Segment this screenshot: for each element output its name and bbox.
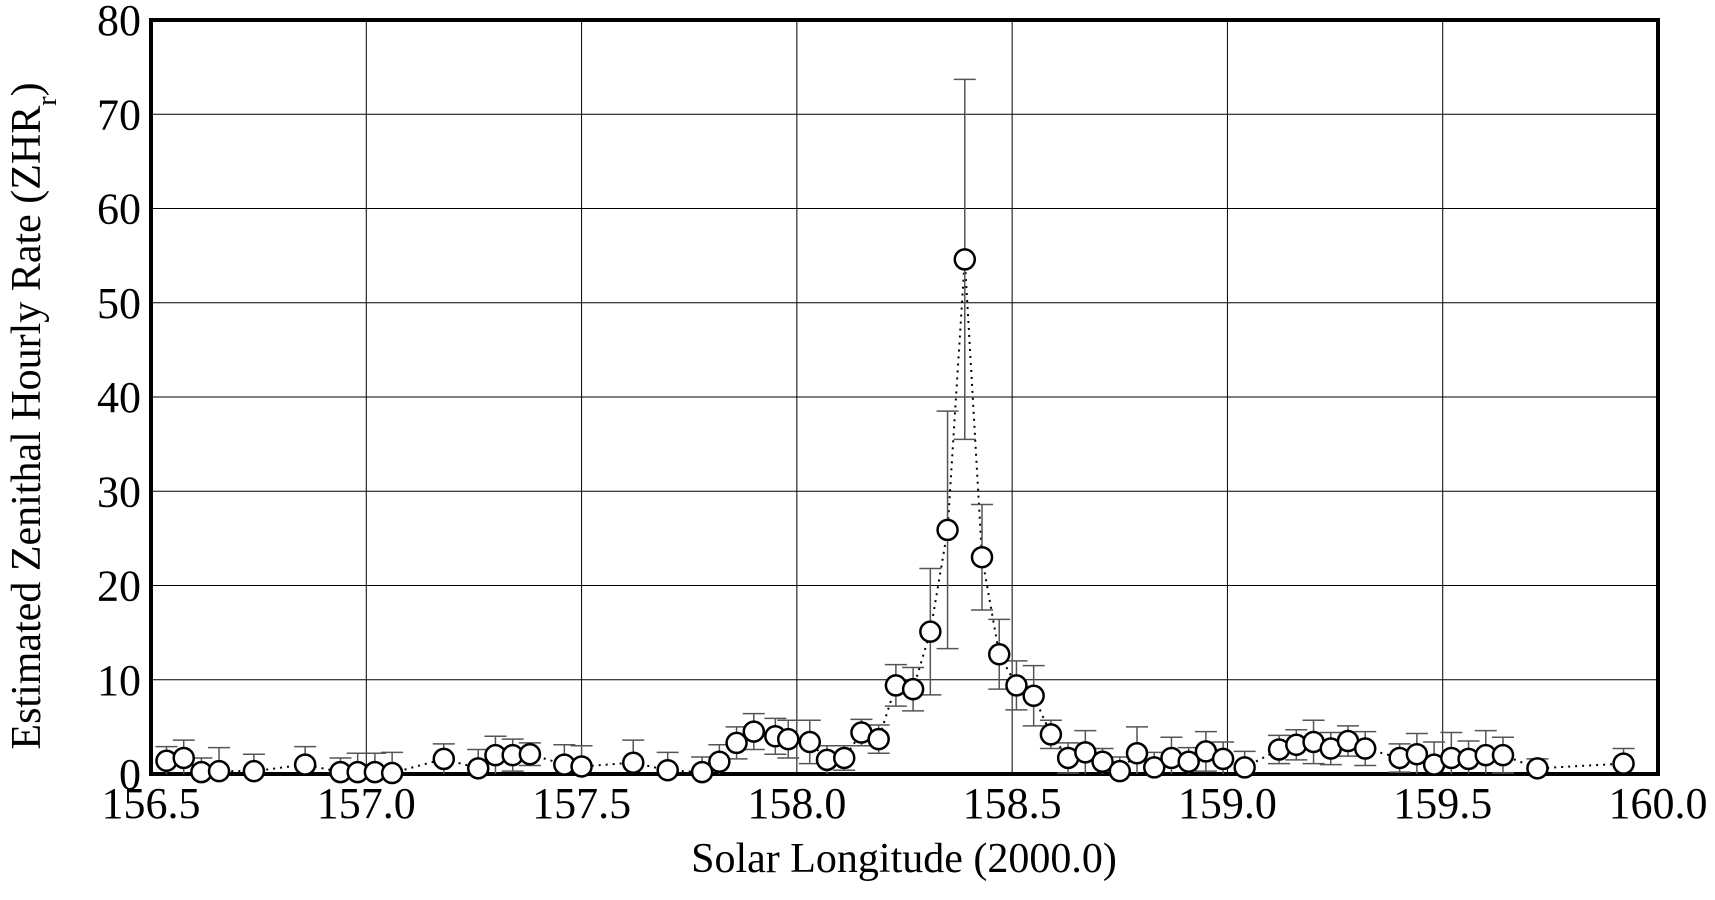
data-point [466,757,490,780]
data-point [708,750,731,773]
data-point [172,746,195,770]
data-point [1612,752,1635,775]
data-point [987,643,1011,666]
data-point [293,753,317,776]
y-tick-label: 40 [97,373,141,422]
data-point [690,760,714,784]
y-tick-label: 30 [97,467,141,516]
x-tick-label: 158.5 [963,779,1062,828]
y-tick-label: 70 [97,90,141,139]
data-point [380,761,404,785]
data-point [570,755,593,778]
data-point [1039,723,1063,746]
data-point [518,742,542,766]
data-point [776,727,800,751]
y-tick-label: 60 [97,185,141,234]
data-point [621,751,645,774]
x-tick-label: 157.5 [532,779,631,828]
data-point [1211,747,1235,771]
data-point [725,731,748,755]
y-tick-label: 80 [97,0,141,45]
data-point [953,248,977,271]
data-point [1353,737,1377,760]
data-point [1177,750,1200,773]
data-point [242,759,266,783]
y-tick-label: 10 [97,656,141,705]
plot-frame [149,18,1660,776]
data-point [1108,759,1132,783]
data-point [656,758,679,782]
y-axis-label-end: ) [4,82,50,96]
data-point [432,747,456,771]
x-tick-label: 159.5 [1393,779,1492,828]
data-point [742,720,766,743]
data-point [1091,750,1114,773]
x-tick-label: 157.0 [317,779,416,828]
data-point [832,746,856,770]
x-axis-label: Solar Longitude (2000.0) [691,836,1117,882]
x-tick-label: 160.0 [1609,779,1708,828]
data-point [1233,756,1256,779]
data-point [901,677,925,701]
y-axis-label-main: Estimated Zenithal Hourly Rate (ZHR [4,106,50,750]
y-tick-label: 20 [97,562,141,611]
y-tick-label: 0 [119,750,141,799]
data-point [1125,742,1149,765]
data-point [1074,741,1097,764]
data-point [798,730,822,754]
data-point [1005,674,1028,697]
data-point [1022,684,1045,708]
data-point [207,759,231,783]
data-point [1142,756,1166,779]
x-tick-label: 156.5 [102,779,201,828]
data-point [1491,743,1515,767]
y-axis-label: Estimated Zenithal Hourly Rate (ZHRr) [4,82,63,749]
x-tick-label: 159.0 [1178,779,1277,828]
data-point [1405,742,1429,766]
data-point [936,518,959,542]
x-tick-label: 158.0 [747,779,846,828]
data-point [867,727,890,751]
y-axis-label-sub: r [32,96,63,106]
data-point [1526,757,1549,780]
y-tick-label: 50 [97,279,141,328]
data-point [919,620,942,643]
data-point [970,545,994,569]
